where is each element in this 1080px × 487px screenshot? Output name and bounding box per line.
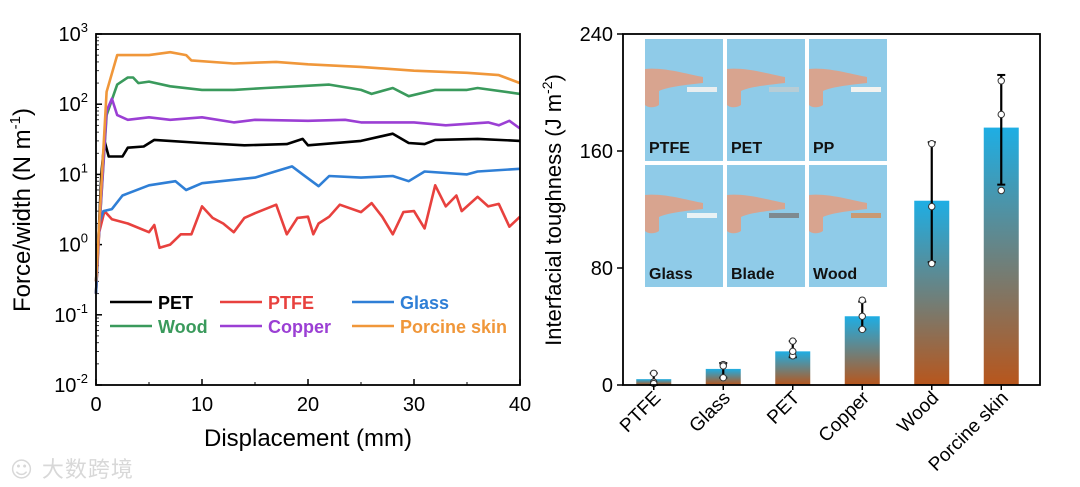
series-line-wood (94, 76, 521, 282)
y-tick-label: 103 (59, 20, 88, 46)
finger-icon (809, 68, 867, 108)
substrate-sample (687, 213, 717, 218)
legend-label: Glass (400, 293, 449, 313)
x-tick-label: 10 (191, 394, 213, 416)
x-tick-label: Wood (894, 388, 944, 438)
substrate-sample (769, 87, 799, 92)
y-tick-exp: 2 (81, 90, 88, 105)
x-axis-label: Displacement (mm) (204, 425, 412, 452)
y-tick-base: 10 (54, 305, 76, 327)
y-tick-base: 10 (59, 24, 81, 46)
data-point (719, 373, 727, 382)
y-tick-label: 102 (59, 90, 88, 116)
legend-label: Porcine skin (400, 317, 507, 337)
substrate-sample (851, 213, 881, 218)
y-tick-exp: -2 (76, 371, 88, 386)
inset-photo-glass: Glass (645, 165, 723, 287)
finger-icon (809, 194, 867, 234)
inset-photo-pet: PET (727, 39, 805, 161)
data-point (997, 186, 1005, 195)
y-axis-label-text: Force/width (N m (9, 129, 36, 312)
y-tick-base: 10 (59, 164, 81, 186)
plot-frame (622, 33, 1041, 386)
y-axis-label-sup: -2 (539, 81, 555, 94)
series-line-ptfe (94, 184, 521, 294)
y-tick-base: 10 (59, 235, 81, 257)
y-tick-label: 160 (580, 141, 613, 163)
watermark: ☺ 大数跨境 (10, 458, 134, 483)
y-axis-label-end: ) (541, 74, 566, 81)
y-tick-exp: -1 (76, 301, 88, 316)
x-tick-label: Copper (815, 387, 874, 446)
x-tick-label: 40 (509, 394, 531, 416)
inset-photo-pp: PP (809, 39, 887, 161)
x-tick-label: PTFE (616, 388, 665, 437)
y-axis-label: Interfacial toughness (J m-2) (539, 74, 566, 346)
y-tick-exp: 0 (81, 231, 88, 246)
y-tick-label: 101 (59, 160, 88, 186)
data-point (997, 77, 1005, 85)
x-tick-label: 20 (297, 394, 319, 416)
series-line-copper (94, 97, 521, 282)
finger-icon (727, 194, 785, 234)
finger-icon (645, 194, 703, 234)
y-axis-label-end: ) (9, 108, 36, 116)
inset-photo-blade: Blade (727, 165, 805, 287)
finger-icon (727, 68, 785, 108)
y-tick-label: 10-1 (54, 301, 88, 327)
data-point (928, 202, 936, 211)
series-line-glass (94, 165, 521, 294)
inset-label: Glass (649, 266, 693, 283)
y-tick-label: 100 (59, 231, 88, 257)
data-point (928, 259, 936, 268)
legend-label: PTFE (268, 293, 314, 313)
series-line-porcine-skin (94, 50, 521, 282)
finger-icon (645, 68, 703, 108)
data-point (928, 139, 936, 148)
data-point (858, 325, 866, 334)
data-point (789, 337, 797, 345)
legend-label: Wood (158, 317, 208, 337)
data-point (719, 362, 727, 370)
substrate-sample (769, 213, 799, 218)
inset-label: PP (813, 140, 835, 157)
x-tick-label: 30 (403, 394, 425, 416)
inset-label: Blade (731, 266, 775, 283)
series-line-pet (94, 132, 521, 294)
inset-photo-wood: Wood (809, 165, 887, 287)
y-tick-base: 10 (54, 375, 76, 397)
y-tick-exp: 3 (81, 20, 88, 35)
inset-photo-ptfe: PTFE (645, 39, 723, 161)
data-point (650, 369, 658, 377)
x-tick-label: PET (763, 387, 804, 428)
x-tick-label: Glass (686, 388, 735, 437)
inset-label: Wood (813, 266, 857, 283)
data-point (997, 110, 1005, 119)
x-tick-label: 0 (90, 394, 101, 416)
legend-label: PET (158, 293, 193, 313)
inset-label: PTFE (649, 140, 690, 157)
y-tick-label: 240 (580, 24, 613, 46)
y-tick-exp: 1 (81, 160, 88, 175)
substrate-sample (687, 87, 717, 92)
y-tick-base: 10 (59, 94, 81, 116)
substrate-sample (851, 87, 881, 92)
y-tick-label: 0 (602, 375, 613, 397)
y-tick-label: 80 (591, 258, 613, 280)
data-point (858, 296, 866, 304)
y-tick-label: 10-2 (54, 371, 88, 397)
plot-frame (95, 33, 521, 386)
data-point (789, 347, 797, 356)
y-axis-label-sup: -1 (7, 116, 24, 129)
y-axis-label-text: Interfacial toughness (J m (541, 94, 566, 346)
legend-label: Copper (268, 317, 331, 337)
y-axis-label: Force/width (N m-1) (7, 108, 36, 312)
data-point (858, 312, 866, 320)
inset-label: PET (731, 140, 762, 157)
